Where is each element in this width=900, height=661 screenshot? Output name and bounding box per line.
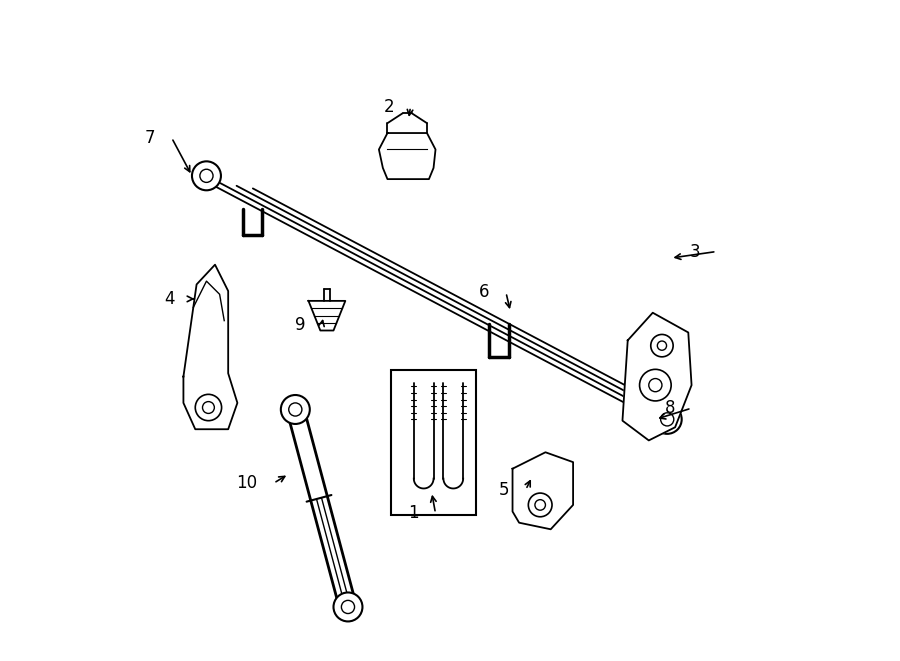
Polygon shape — [623, 313, 691, 440]
Polygon shape — [512, 452, 573, 529]
Circle shape — [661, 412, 674, 426]
Text: 9: 9 — [294, 316, 305, 334]
Circle shape — [202, 402, 214, 413]
Circle shape — [652, 405, 681, 434]
Circle shape — [281, 395, 310, 424]
Circle shape — [535, 500, 545, 510]
Polygon shape — [309, 301, 346, 330]
Circle shape — [195, 395, 221, 420]
Text: 3: 3 — [689, 243, 700, 260]
Circle shape — [657, 341, 667, 350]
Text: 7: 7 — [145, 129, 155, 147]
Bar — [391, 370, 476, 515]
Circle shape — [651, 334, 673, 357]
Circle shape — [192, 161, 220, 190]
Text: 2: 2 — [383, 98, 394, 116]
Circle shape — [341, 600, 355, 613]
Text: 10: 10 — [236, 474, 257, 492]
Circle shape — [334, 592, 363, 621]
Circle shape — [528, 493, 552, 517]
Polygon shape — [184, 264, 238, 429]
Circle shape — [640, 369, 671, 401]
Text: 5: 5 — [499, 481, 509, 499]
Polygon shape — [379, 133, 436, 179]
Circle shape — [289, 403, 302, 416]
Text: 8: 8 — [664, 399, 675, 417]
Text: 6: 6 — [479, 284, 490, 301]
Text: 1: 1 — [409, 504, 419, 522]
Circle shape — [200, 169, 213, 182]
Text: 4: 4 — [165, 290, 175, 308]
Circle shape — [649, 379, 662, 392]
